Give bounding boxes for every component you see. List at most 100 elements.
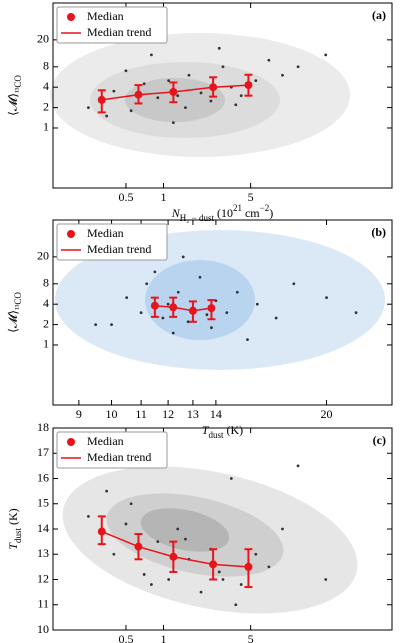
point [125, 296, 129, 300]
label-part: N [171, 206, 181, 220]
median-point [244, 562, 253, 571]
point [112, 552, 116, 556]
point [254, 79, 258, 83]
point [274, 316, 278, 320]
label-part: (K) [6, 508, 20, 528]
density [50, 33, 385, 614]
median-point [97, 95, 106, 104]
point [205, 313, 209, 317]
label-part: ¹³CO [13, 75, 23, 93]
legend-box [56, 431, 168, 469]
axis-label: ⟨𝓜⟩¹³CO [6, 292, 23, 333]
point [184, 537, 187, 541]
point [153, 270, 157, 274]
point [239, 583, 243, 586]
point [176, 290, 180, 294]
point [124, 522, 128, 526]
point [267, 565, 271, 569]
legend-label: Median trend [87, 450, 151, 464]
point [198, 275, 202, 279]
median-point [207, 304, 216, 313]
x-tick-label: 12 [162, 407, 174, 421]
label-part: dust [13, 527, 23, 543]
label-part: T [202, 423, 210, 437]
point [296, 65, 300, 69]
y-tick-label: 14 [37, 521, 49, 535]
median-point [169, 303, 178, 312]
point [139, 311, 143, 315]
point [150, 583, 153, 586]
point [187, 73, 191, 77]
point [142, 573, 146, 576]
axis-label: Tdust (K) [202, 423, 243, 440]
y-tick-label: 20 [37, 32, 49, 46]
legend-label: Median trend [87, 25, 151, 39]
point [225, 311, 229, 315]
y-tick-label: 13 [37, 546, 49, 560]
median-point [134, 542, 143, 551]
median-point [244, 81, 253, 90]
point [354, 311, 358, 315]
point [186, 320, 190, 324]
point [171, 331, 175, 335]
x-tick-label: 10 [106, 407, 118, 421]
median-point [134, 90, 143, 99]
point [167, 79, 171, 83]
label-part: ) [269, 206, 273, 220]
point [110, 323, 113, 326]
median-point [97, 527, 106, 536]
point [184, 106, 187, 109]
point [171, 121, 175, 125]
label-part: dust [209, 430, 225, 440]
point [221, 578, 225, 581]
point [129, 502, 133, 506]
y-tick-label: 2 [43, 99, 49, 113]
median-point [188, 306, 197, 315]
point [324, 53, 328, 57]
x-tick-label: 9 [76, 407, 82, 421]
point [176, 527, 180, 531]
point [166, 302, 170, 306]
panel-label: (b) [371, 225, 386, 239]
y-tick-label: 1 [43, 120, 49, 134]
x-tick-label: 1 [160, 190, 166, 204]
point [235, 290, 239, 294]
plot-frame [52, 2, 393, 189]
label-part: cm [242, 206, 260, 220]
point [234, 103, 238, 107]
point [124, 69, 128, 73]
point [324, 578, 328, 581]
point [210, 326, 213, 330]
plot-frame [52, 219, 393, 406]
y-tick-label: 17 [37, 445, 49, 459]
y-tick-label: 4 [43, 79, 49, 93]
legend-label: Median [87, 434, 124, 448]
point [112, 89, 116, 93]
x-tick-label: 5 [248, 632, 254, 643]
point [87, 106, 90, 109]
point [94, 323, 98, 326]
y-tick-label: 2 [43, 316, 49, 330]
y-tick-label: 15 [37, 496, 49, 510]
y-tick-label: 11 [37, 597, 49, 611]
point [239, 94, 243, 98]
label-part: −2 [260, 203, 270, 213]
point [161, 316, 165, 320]
x-tick-label: 1 [160, 632, 166, 643]
point [105, 489, 109, 493]
point [142, 82, 146, 86]
trend-line [154, 304, 212, 312]
axis-label: ⟨𝓜⟩¹³CO [6, 75, 23, 116]
legend-marker [67, 13, 75, 21]
y-tick-label: 8 [43, 276, 49, 290]
point [129, 109, 133, 113]
legend-box [56, 223, 168, 261]
point [217, 570, 221, 574]
x-tick-label: 5 [248, 190, 254, 204]
median-point [209, 83, 218, 92]
legend-marker [67, 438, 75, 446]
point [267, 58, 271, 62]
legend-box [56, 6, 168, 44]
y-tick-label: 20 [37, 249, 49, 263]
